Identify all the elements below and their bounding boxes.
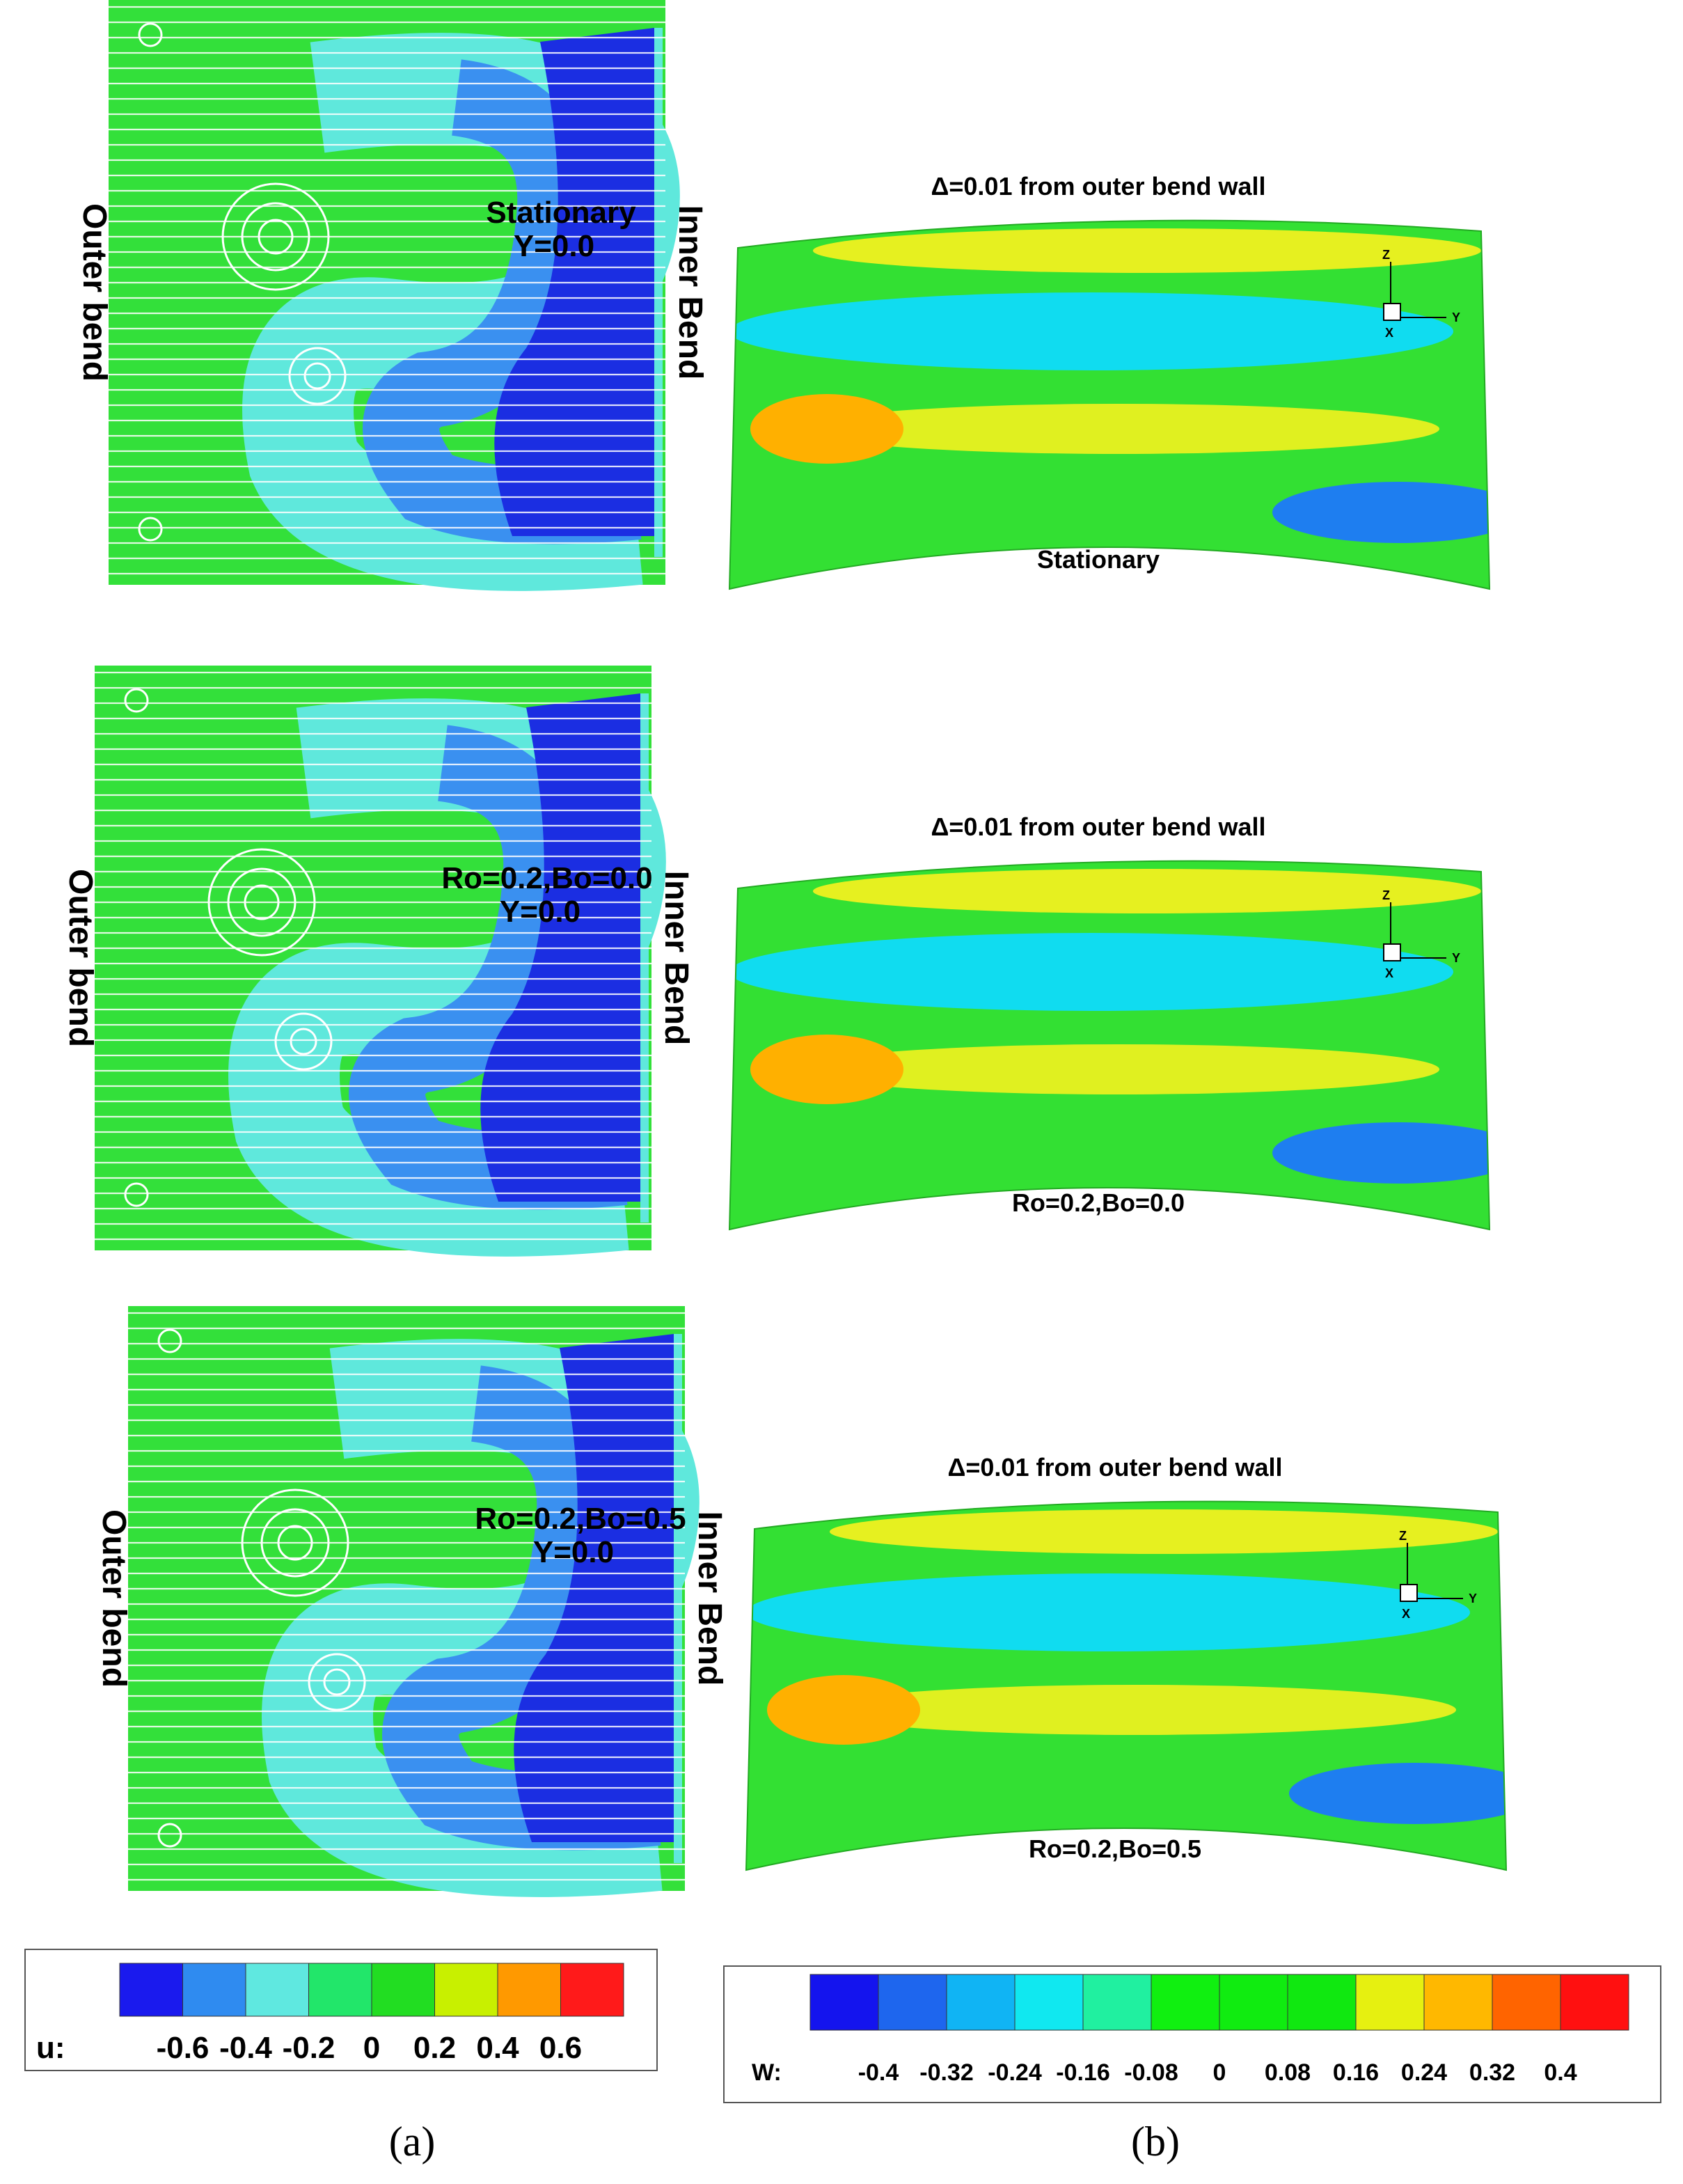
inner-label: Inner Bend	[691, 1511, 728, 1686]
colorbar-swatch	[1355, 1974, 1425, 2031]
colorbar-swatch	[308, 1963, 372, 2017]
colorbar-tick-label: 0.4	[1544, 2059, 1577, 2086]
colorbar-swatch	[1492, 1974, 1561, 2031]
plane-label: Y=0.0	[533, 1535, 614, 1569]
panel-caption: (a)	[389, 2119, 436, 2165]
surface-title: Δ=0.01 from outer bend wall	[931, 172, 1266, 201]
triad-label: Y	[1469, 1592, 1477, 1605]
triad-box	[1383, 303, 1401, 321]
case-label: Stationary	[1037, 545, 1160, 574]
colorbar-tick-label: -0.16	[1056, 2059, 1110, 2086]
colorbar-tick-label: -0.24	[988, 2059, 1042, 2086]
colorbar-tick-label: -0.08	[1124, 2059, 1178, 2086]
colorbar-swatch	[946, 1974, 1016, 2031]
colorbar-swatch	[560, 1963, 624, 2017]
colorbar-tick-label: 0.4	[476, 2031, 519, 2065]
panel-caption: (b)	[1131, 2119, 1180, 2165]
surface-title: Δ=0.01 from outer bend wall	[948, 1453, 1283, 1482]
case-label: Ro=0.2,Bo=0.5	[1029, 1835, 1201, 1863]
colorbar-tick-label: 0.32	[1469, 2059, 1515, 2086]
colorbar-swatch	[1082, 1974, 1152, 2031]
triad-label: X	[1385, 326, 1393, 340]
case-label: Ro=0.2,Bo=0.5	[475, 1502, 686, 1536]
triad-box	[1383, 943, 1401, 961]
colorbar-swatch	[119, 1963, 183, 2017]
triad-label: Y	[1452, 311, 1460, 324]
contour-plot	[95, 666, 651, 1250]
case-label: Stationary	[486, 196, 636, 230]
outer-label: Outer bend	[95, 1509, 132, 1688]
case-label: Ro=0.2,Bo=0.0	[441, 861, 652, 895]
triad-label: Z	[1382, 888, 1390, 902]
colorbar-tick-label: -0.32	[919, 2059, 974, 2086]
contour-plot	[128, 1306, 685, 1891]
colorbar-swatch	[1014, 1974, 1084, 2031]
colorbar-tick-label: 0.16	[1333, 2059, 1379, 2086]
colorbar-tick-label: -0.2	[283, 2031, 335, 2065]
colorbar-swatch	[245, 1963, 309, 2017]
outer-label: Outer bend	[76, 203, 113, 382]
triad-label: Y	[1452, 951, 1460, 965]
surface-title: Δ=0.01 from outer bend wall	[931, 812, 1266, 841]
colorbar-swatch	[878, 1974, 947, 2031]
colorbar-tick-label: -0.4	[858, 2059, 899, 2086]
colorbar-swatch	[809, 1974, 879, 2031]
contour-plot	[109, 0, 665, 585]
colorbar-swatch	[497, 1963, 561, 2017]
colorbar-tick-label: -0.4	[219, 2031, 272, 2065]
colorbar-tick-label: 0	[363, 2031, 380, 2065]
surface-plot	[746, 1501, 1540, 1891]
triad-label: X	[1385, 966, 1393, 980]
colorbar-swatch	[1151, 1974, 1220, 2031]
colorbar-tick-label: 0.24	[1401, 2059, 1447, 2086]
colorbar-tick-label: 0.08	[1265, 2059, 1311, 2086]
triad-box	[1400, 1584, 1418, 1602]
plane-label: Y=0.0	[500, 895, 580, 929]
colorbar-label: u:	[36, 2031, 65, 2065]
case-label: Ro=0.2,Bo=0.0	[1012, 1188, 1185, 1217]
colorbar-label: W:	[752, 2059, 782, 2086]
inner-label: Inner Bend	[672, 205, 709, 380]
triad-label: Z	[1399, 1529, 1407, 1543]
colorbar-swatch	[1219, 1974, 1288, 2031]
colorbar-tick-label: 0.2	[413, 2031, 456, 2065]
triad-label: Z	[1382, 248, 1390, 262]
colorbar-tick-label: 0	[1213, 2059, 1226, 2086]
colorbar-swatch	[182, 1963, 246, 2017]
colorbar-swatch	[371, 1963, 435, 2017]
colorbar-swatch	[1287, 1974, 1357, 2031]
inner-label: Inner Bend	[658, 871, 695, 1046]
plane-label: Y=0.0	[514, 229, 594, 263]
colorbar-swatch	[434, 1963, 498, 2017]
colorbar-tick-label: -0.6	[157, 2031, 210, 2065]
colorbar-swatch	[1423, 1974, 1493, 2031]
colorbar-tick-label: 0.6	[539, 2031, 582, 2065]
outer-label: Outer bend	[62, 869, 99, 1047]
triad-label: X	[1402, 1607, 1410, 1621]
colorbar-swatch	[1560, 1974, 1629, 2031]
